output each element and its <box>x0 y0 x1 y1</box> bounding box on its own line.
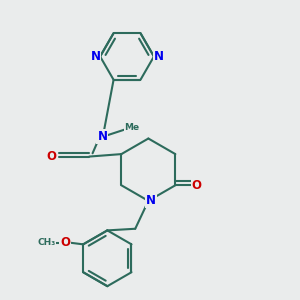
Text: Me: Me <box>124 122 140 131</box>
Text: CH₃: CH₃ <box>37 238 56 247</box>
Text: O: O <box>192 179 202 192</box>
Text: O: O <box>46 150 57 163</box>
Text: N: N <box>154 50 164 63</box>
Text: N: N <box>146 194 156 207</box>
Text: N: N <box>91 50 100 63</box>
Text: O: O <box>60 236 70 249</box>
Text: N: N <box>98 130 107 143</box>
